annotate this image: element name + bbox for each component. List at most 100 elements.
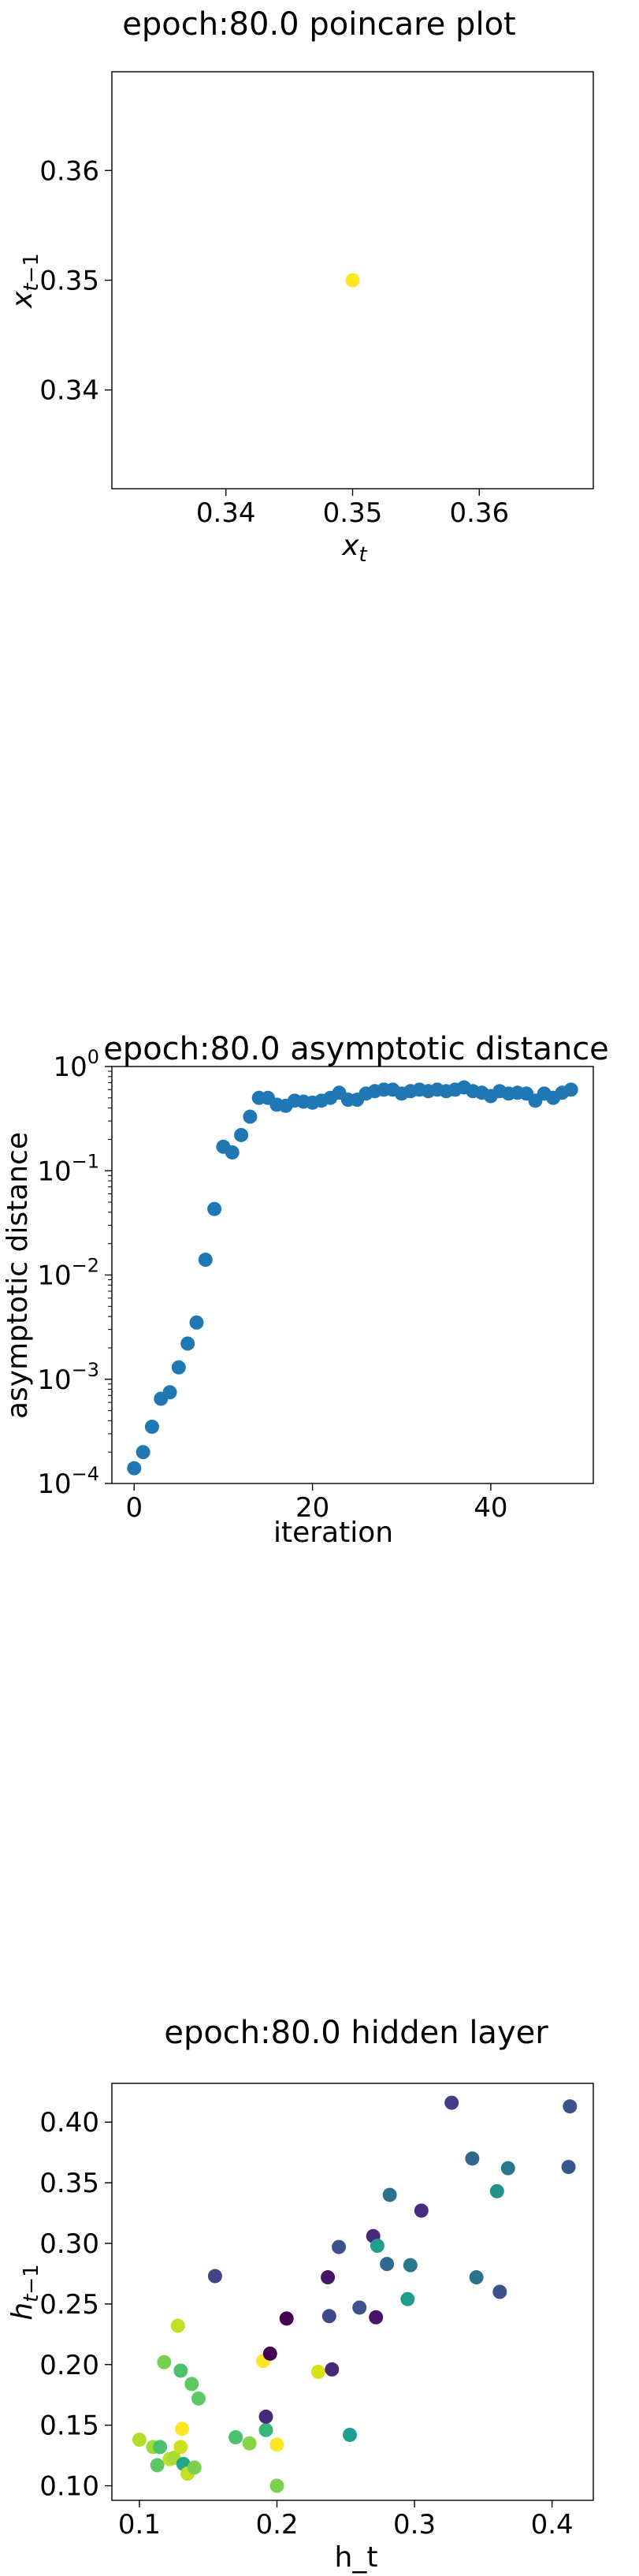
data-point <box>380 2257 395 2272</box>
x-tick-label: 0.4 <box>531 2509 574 2541</box>
x-tick-label: 0 <box>125 1492 143 1524</box>
hidden-layer-marks <box>132 2095 578 2493</box>
data-point <box>153 2440 168 2455</box>
y-tick-label: 0.36 <box>39 155 99 187</box>
plot-frame <box>111 1066 594 1484</box>
data-point <box>403 2258 418 2273</box>
y-tick-label: 10−4 <box>37 1463 99 1500</box>
y-tick-label: 10−1 <box>37 1150 99 1187</box>
data-point <box>465 2151 480 2166</box>
poincare-marks <box>345 273 360 288</box>
y-tick-exponent: −4 <box>72 1463 99 1485</box>
data-point <box>352 2300 367 2315</box>
x-tick-label: 0.34 <box>196 497 256 529</box>
y-tick-label: 10−2 <box>37 1255 99 1292</box>
data-point <box>173 2440 188 2455</box>
chart-title: epoch:80.0 poincare plot <box>122 6 515 43</box>
data-point <box>189 1315 204 1330</box>
data-point <box>127 1461 142 1476</box>
y-axis-ticks: 0.34 0.35 0.36 <box>39 155 112 407</box>
data-point <box>563 2099 578 2114</box>
data-point <box>170 2318 185 2333</box>
y-tick-exponent: −1 <box>72 1150 99 1172</box>
data-point <box>444 2095 459 2110</box>
data-point <box>345 273 360 288</box>
y-tick-label: 0.40 <box>39 2107 99 2139</box>
data-point <box>369 2310 384 2325</box>
y-tick-exponent: −2 <box>72 1255 99 1277</box>
data-point <box>175 2422 190 2436</box>
x-tick-label: 0.2 <box>255 2509 298 2541</box>
y-tick-exponent: 0 <box>87 1046 99 1068</box>
data-point <box>198 1253 213 1268</box>
asymptotic-distance-marks <box>127 1080 578 1476</box>
plot-frame <box>111 2083 594 2501</box>
data-point <box>162 1385 177 1400</box>
y-tick-label: 0.15 <box>39 2410 99 2442</box>
chart-title: epoch:80.0 hidden layer <box>164 2015 548 2051</box>
data-point <box>262 2346 277 2361</box>
y-tick-base: 10 <box>37 1364 71 1396</box>
y-tick-label: 10−3 <box>37 1359 99 1396</box>
data-point <box>563 1082 578 1097</box>
y-tick-base: 10 <box>37 1156 71 1187</box>
data-point <box>343 2427 358 2442</box>
data-point <box>150 2458 165 2473</box>
y-tick-label: 0.34 <box>39 375 99 407</box>
data-point <box>269 2437 284 2452</box>
x-axis-label: h_t <box>335 2541 378 2574</box>
data-point <box>269 2478 284 2493</box>
x-axis-label: xt <box>341 530 367 567</box>
y-tick-base: 10 <box>53 1052 87 1083</box>
data-point <box>489 2183 504 2198</box>
data-point <box>321 2309 336 2324</box>
data-point <box>382 2187 397 2202</box>
data-point <box>370 2239 385 2254</box>
data-point <box>191 2391 206 2406</box>
data-point <box>144 1420 159 1435</box>
data-point <box>414 2203 429 2218</box>
hidden-layer-chart: epoch:80.0 hidden layer 0.1 0.2 0.3 0.4 0.1… <box>6 2015 594 2574</box>
data-point <box>184 2377 199 2392</box>
chart-title: epoch:80.0 asymptotic distance <box>103 1031 609 1067</box>
data-point <box>228 2430 243 2445</box>
data-point <box>258 2422 273 2437</box>
x-tick-label: 0.1 <box>118 2509 161 2541</box>
x-tick-label: 20 <box>295 1492 329 1524</box>
data-point <box>561 2160 576 2175</box>
y-axis-label: xt−1 <box>6 253 43 309</box>
data-point <box>469 2270 484 2285</box>
y-tick-label: 0.30 <box>39 2228 99 2260</box>
data-point <box>207 1201 222 1216</box>
y-axis-label: ht−1 <box>6 2264 43 2320</box>
x-tick-label: 0.3 <box>393 2509 436 2541</box>
data-point <box>136 1445 150 1460</box>
data-point <box>492 2284 507 2299</box>
data-point <box>207 2269 222 2284</box>
data-point <box>225 1145 240 1160</box>
data-point <box>234 1127 249 1142</box>
data-point <box>332 2239 347 2254</box>
x-tick-label: 0.36 <box>449 497 509 529</box>
y-tick-label: 0.10 <box>39 2471 99 2503</box>
data-point <box>187 2460 202 2475</box>
y-tick-label: 0.20 <box>39 2350 99 2381</box>
data-point <box>157 2355 172 2369</box>
data-point <box>279 2311 294 2326</box>
data-point <box>242 2436 257 2451</box>
y-tick-label: 0.35 <box>39 266 99 297</box>
data-point <box>500 2161 515 2176</box>
asymptotic-distance-chart: epoch:80.0 asymptotic distance 0 20 40 10−… <box>2 1031 609 1549</box>
data-point <box>325 2362 340 2377</box>
x-tick-label: 0.35 <box>323 497 383 529</box>
y-tick-base: 10 <box>37 1469 71 1500</box>
data-point <box>310 2364 325 2379</box>
x-axis-ticks: 0.1 0.2 0.3 0.4 <box>118 2500 574 2541</box>
data-point <box>180 1336 195 1351</box>
y-tick-label: 0.35 <box>39 2168 99 2199</box>
data-point <box>258 2409 273 2424</box>
x-axis-ticks: 0.34 0.35 0.36 <box>196 489 509 529</box>
data-point <box>400 2291 415 2306</box>
